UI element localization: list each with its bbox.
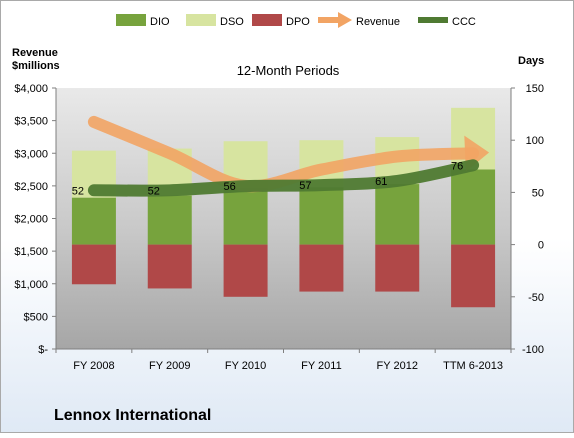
left-tick-label: $500 bbox=[24, 311, 48, 323]
legend-dso-label: DSO bbox=[220, 16, 244, 28]
lines bbox=[87, 115, 490, 197]
left-tick-label: $2,000 bbox=[14, 214, 48, 226]
left-tick-label: $- bbox=[38, 344, 48, 356]
legend-revenue-arrow-icon bbox=[338, 12, 352, 28]
legend: DIO DSO DPO Revenue CCC bbox=[116, 12, 476, 28]
chart-title: 12-Month Periods bbox=[237, 63, 340, 78]
right-axis-title: Days bbox=[518, 55, 544, 67]
left-tick-label: $4,000 bbox=[14, 83, 48, 95]
right-tick-label: 0 bbox=[538, 240, 544, 252]
data-labels: 52 52 56 57 61 76 bbox=[72, 160, 463, 197]
dpo-bar bbox=[451, 244, 496, 308]
dpo-bar bbox=[223, 244, 268, 297]
legend-ccc-label: CCC bbox=[452, 16, 476, 28]
right-tick-label: 100 bbox=[526, 135, 544, 147]
dio-bar bbox=[71, 197, 116, 245]
x-tick-label: TTM 6-2013 bbox=[443, 360, 503, 372]
ccc-data-label: 52 bbox=[148, 185, 160, 197]
left-tick-label: $1,500 bbox=[14, 246, 48, 258]
right-tick-label: -100 bbox=[522, 344, 544, 356]
legend-dso-swatch bbox=[186, 14, 216, 26]
company-name: Lennox International bbox=[54, 407, 211, 424]
dio-bar bbox=[375, 184, 420, 245]
x-tick-label: FY 2011 bbox=[301, 360, 342, 372]
left-tick-label: $2,500 bbox=[14, 181, 48, 193]
left-axis-title-line1: Revenue bbox=[12, 47, 58, 59]
ccc-line bbox=[87, 159, 480, 197]
dpo-bar bbox=[147, 244, 192, 289]
dpo-bar bbox=[299, 244, 344, 292]
right-tick-label: 150 bbox=[526, 83, 544, 95]
legend-dio-label: DIO bbox=[150, 16, 170, 28]
legend-dpo-label: DPO bbox=[286, 16, 310, 28]
dio-bar bbox=[451, 169, 496, 245]
dpo-bar bbox=[71, 244, 116, 285]
plot-area bbox=[56, 88, 511, 349]
dio-bar bbox=[299, 187, 344, 245]
dpo-bar bbox=[375, 244, 420, 292]
dio-bar bbox=[147, 195, 192, 245]
right-tick-label: 50 bbox=[532, 187, 544, 199]
left-axis: $- $500 $1,000 $1,500 $2,000 $2,500 $3,000 $3,5… bbox=[14, 83, 57, 356]
right-axis: -100 -50 0 50 100 150 bbox=[510, 83, 544, 356]
ccc-data-label: 61 bbox=[375, 176, 387, 188]
legend-dpo-swatch bbox=[252, 14, 282, 26]
dio-bar bbox=[223, 188, 268, 245]
ccc-data-label: 52 bbox=[72, 185, 84, 197]
left-tick-label: $1,000 bbox=[14, 279, 48, 291]
left-axis-title-line2: $millions bbox=[12, 60, 60, 72]
x-tick-label: FY 2008 bbox=[73, 360, 114, 372]
bars bbox=[71, 107, 496, 308]
ccc-data-label: 56 bbox=[223, 181, 235, 193]
right-tick-label: -50 bbox=[528, 292, 544, 304]
ccc-data-label: 76 bbox=[451, 160, 463, 172]
ccc-data-label: 57 bbox=[299, 180, 311, 192]
x-tick-label: FY 2010 bbox=[225, 360, 266, 372]
legend-revenue-label: Revenue bbox=[356, 16, 400, 28]
legend-dio-swatch bbox=[116, 14, 146, 26]
x-tick-label: FY 2009 bbox=[149, 360, 190, 372]
left-tick-label: $3,000 bbox=[14, 148, 48, 160]
left-tick-label: $3,500 bbox=[14, 116, 48, 128]
x-axis: FY 2008 FY 2009 FY 2010 FY 2011 FY 2012 TTM 6… bbox=[55, 348, 512, 372]
x-tick-label: FY 2012 bbox=[377, 360, 418, 372]
